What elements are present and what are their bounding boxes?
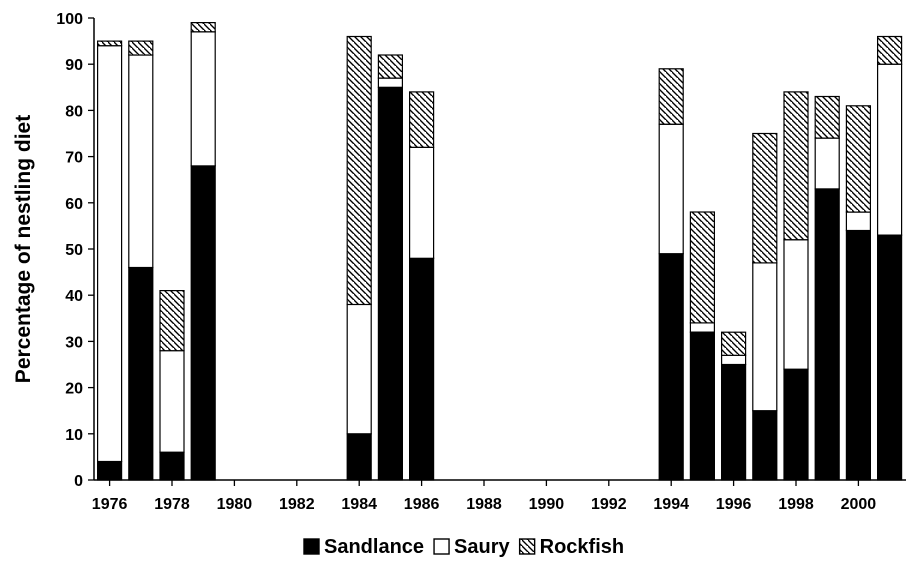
y-tick-label-60: 60 bbox=[65, 196, 83, 213]
bar-saury-1977 bbox=[128, 54, 154, 269]
y-tick-label-0: 0 bbox=[74, 473, 83, 490]
axes-layer bbox=[88, 17, 906, 486]
bar-rockfish-1976 bbox=[96, 40, 123, 47]
bar-saury-1984 bbox=[346, 303, 372, 435]
y-tick-label-80: 80 bbox=[65, 103, 83, 120]
bar-saury-1985 bbox=[377, 77, 403, 88]
bar-saury-1978 bbox=[159, 350, 185, 453]
bar-sandlance-2000 bbox=[845, 229, 872, 481]
legend-swatch-rockfish bbox=[518, 538, 536, 555]
legend: Sandlance Saury Rockfish bbox=[303, 536, 624, 558]
y-tick-label-20: 20 bbox=[65, 381, 83, 398]
legend-swatch-sandlance bbox=[303, 538, 320, 555]
bar-sandlance-1998 bbox=[783, 368, 809, 481]
bar-saury-1976 bbox=[96, 45, 123, 463]
bar-sandlance-1986 bbox=[409, 257, 435, 481]
y-tick-label-10: 10 bbox=[65, 427, 83, 444]
legend-label-saury: Saury bbox=[454, 536, 510, 558]
y-tick-label-40: 40 bbox=[65, 288, 83, 305]
x-tick-label-1978: 1978 bbox=[154, 496, 190, 513]
bar-saury-1995 bbox=[689, 322, 716, 333]
y-tick-label-90: 90 bbox=[65, 57, 83, 74]
bar-saury-1999 bbox=[814, 137, 840, 190]
x-tick-label-1994: 1994 bbox=[653, 496, 689, 513]
bar-sandlance-1984 bbox=[346, 433, 372, 481]
y-tick-label-50: 50 bbox=[65, 242, 83, 259]
bar-rockfish-1978 bbox=[159, 290, 185, 352]
bar-sandlance-1976 bbox=[96, 460, 123, 481]
bar-rockfish-1977 bbox=[128, 40, 154, 56]
y-axis-title: Percentage of nestling diet bbox=[12, 115, 35, 383]
bar-rockfish-1985 bbox=[377, 54, 403, 79]
legend-swatch-saury bbox=[433, 538, 450, 555]
bar-sandlance-1978 bbox=[159, 451, 185, 481]
y-tick-label-30: 30 bbox=[65, 334, 83, 351]
x-tick-label-1982: 1982 bbox=[279, 496, 315, 513]
bar-rockfish-1999 bbox=[814, 95, 840, 139]
x-tick-labels: 1976 1978 1980 1982 1984 1986 1988 1990 1992 1994… bbox=[92, 496, 876, 513]
bar-sandlance-1996 bbox=[720, 363, 747, 481]
bar-rockfish-2001 bbox=[876, 35, 903, 65]
x-tick-label-1996: 1996 bbox=[716, 496, 752, 513]
bar-saury-1979 bbox=[190, 31, 216, 167]
bar-sandlance-1995 bbox=[689, 331, 716, 481]
y-tick-label-70: 70 bbox=[65, 150, 83, 167]
bar-rockfish-1984 bbox=[346, 35, 372, 306]
x-tick-label-1980: 1980 bbox=[217, 496, 253, 513]
legend-label-sandlance: Sandlance bbox=[324, 536, 424, 558]
bar-saury-1994 bbox=[658, 123, 684, 255]
bar-saury-2001 bbox=[876, 63, 903, 236]
y-tick-label-100: 100 bbox=[56, 11, 83, 28]
legend-label-rockfish: Rockfish bbox=[540, 536, 624, 558]
bar-rockfish-1986 bbox=[409, 91, 435, 148]
bar-sandlance-1985 bbox=[377, 86, 403, 481]
bar-sandlance-1994 bbox=[658, 253, 684, 481]
x-tick-label-1976: 1976 bbox=[92, 496, 128, 513]
bar-sandlance-1999 bbox=[814, 188, 840, 481]
x-tick-label-1990: 1990 bbox=[529, 496, 565, 513]
bar-saury-1997 bbox=[752, 262, 778, 412]
bar-rockfish-1994 bbox=[658, 68, 684, 125]
x-tick-label-2000: 2000 bbox=[841, 496, 877, 513]
bar-saury-1996 bbox=[720, 354, 747, 366]
x-tick-label-1998: 1998 bbox=[778, 496, 814, 513]
bar-rockfish-1997 bbox=[752, 132, 778, 264]
bar-rockfish-1996 bbox=[720, 331, 747, 356]
bar-rockfish-1979 bbox=[190, 22, 216, 33]
bar-saury-1998 bbox=[783, 239, 809, 370]
bar-sandlance-1977 bbox=[128, 266, 154, 481]
bar-sandlance-2001 bbox=[876, 234, 903, 481]
x-tick-label-1986: 1986 bbox=[404, 496, 440, 513]
x-tick-label-1992: 1992 bbox=[591, 496, 627, 513]
y-tick-labels: 0 10 20 30 40 50 60 70 80 90 100 bbox=[56, 11, 83, 490]
bar-rockfish-1995 bbox=[689, 211, 716, 324]
bar-sandlance-1979 bbox=[190, 165, 216, 481]
bar-saury-1986 bbox=[409, 146, 435, 259]
bar-rockfish-1998 bbox=[783, 91, 809, 241]
x-tick-label-1984: 1984 bbox=[341, 496, 377, 513]
bar-rockfish-2000 bbox=[845, 105, 872, 213]
bar-sandlance-1997 bbox=[752, 410, 778, 481]
x-tick-label-1988: 1988 bbox=[466, 496, 502, 513]
bars-layer bbox=[96, 22, 903, 481]
bar-saury-2000 bbox=[845, 211, 872, 232]
